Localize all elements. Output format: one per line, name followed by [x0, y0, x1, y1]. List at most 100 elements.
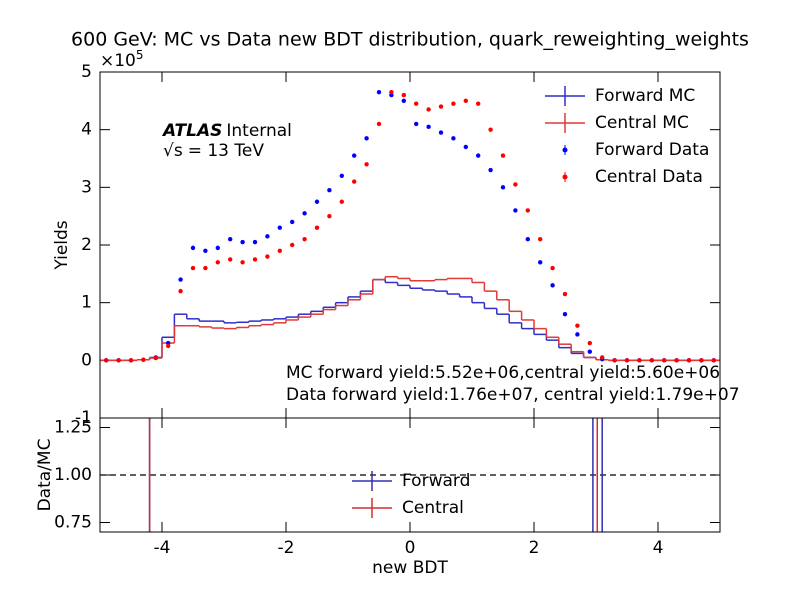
y-tick-label: 4	[81, 120, 92, 140]
x-tick-label: 4	[653, 538, 664, 558]
data-point	[290, 219, 295, 225]
legend-label: Forward MC	[595, 86, 695, 106]
data-point	[277, 248, 282, 253]
y-tick-label: 2	[81, 235, 92, 255]
data-point	[265, 234, 270, 239]
data-point	[215, 245, 220, 251]
data-point	[451, 136, 456, 141]
data-point	[327, 213, 332, 219]
data-point	[513, 182, 518, 187]
data-point	[265, 254, 270, 259]
data-point	[476, 101, 481, 106]
data-point	[252, 239, 258, 245]
data-point	[401, 92, 406, 98]
energy-label: √s = 13 TeV	[163, 141, 264, 161]
data-point	[364, 162, 369, 167]
data-point	[190, 245, 196, 251]
energy-text: = 13 TeV	[188, 141, 265, 161]
y-axis-label: Yields	[52, 220, 72, 270]
data-point	[500, 153, 506, 158]
data-point	[339, 173, 344, 178]
legend-label: Forward Data	[595, 140, 709, 160]
data-point	[215, 260, 220, 265]
chart-title: 600 GeV: MC vs Data new BDT distribution…	[71, 29, 749, 51]
data-point	[352, 179, 357, 184]
data-point	[438, 104, 444, 109]
data-point	[203, 265, 208, 271]
legend-label: Central Data	[595, 167, 703, 187]
data-point	[252, 257, 258, 262]
x-tick-label: -4	[154, 538, 171, 558]
data-point	[352, 153, 357, 158]
y-tick-label: -1	[75, 408, 92, 428]
data-point	[587, 340, 592, 346]
data-point	[376, 121, 382, 127]
data-point	[538, 260, 543, 265]
data-point	[389, 89, 394, 95]
data-point	[414, 101, 419, 106]
data-point	[426, 124, 431, 129]
y-tick-label: 1.00	[54, 465, 92, 485]
data-point	[104, 358, 109, 363]
data-point	[562, 291, 568, 297]
data-point	[500, 185, 506, 190]
data-point	[550, 265, 555, 271]
data-point	[364, 136, 369, 141]
data-point	[376, 89, 382, 95]
data-point	[302, 211, 307, 216]
data-point	[624, 358, 630, 363]
y-tick-label: 1	[81, 293, 92, 313]
data-point	[575, 323, 580, 328]
data-point	[612, 358, 617, 363]
data-point	[228, 257, 233, 262]
atlas-label: ATLAS Internal	[161, 121, 292, 141]
data-point	[401, 98, 406, 104]
data-point	[166, 343, 171, 349]
data-point	[314, 199, 320, 204]
data-point	[587, 349, 592, 354]
data-point	[637, 358, 642, 363]
y-axis-label: Data/MC	[35, 439, 55, 512]
legend-label: Central	[402, 498, 464, 518]
data-point	[476, 153, 481, 158]
x-tick-label: -2	[278, 538, 295, 558]
data-point	[128, 358, 134, 363]
data-point	[414, 121, 419, 127]
legend-label: Central MC	[595, 113, 689, 133]
data-point	[538, 237, 543, 242]
data-point	[116, 358, 121, 363]
y-tick-label: 0	[81, 350, 92, 370]
data-point	[178, 277, 183, 282]
data-point	[649, 358, 654, 363]
legend-marker	[562, 147, 568, 153]
offset-exponent: 5	[136, 48, 144, 62]
offset-text: ×105	[100, 48, 144, 72]
energy-root: √s	[163, 141, 183, 161]
data-point	[600, 355, 605, 360]
data-point	[240, 239, 245, 245]
data-point	[153, 355, 158, 361]
data-point	[228, 237, 233, 242]
y-tick-label: 5	[81, 62, 92, 82]
axes-frame	[99, 417, 721, 533]
x-tick-label: 0	[405, 538, 416, 558]
legend-marker	[562, 174, 568, 180]
data-point	[513, 208, 518, 213]
data-point	[550, 283, 555, 288]
data-point	[525, 237, 530, 242]
data-point	[314, 225, 320, 230]
data-point	[699, 358, 704, 363]
legend-label: Forward	[402, 471, 470, 491]
data-point	[711, 358, 716, 363]
data-point	[686, 358, 692, 363]
data-point	[674, 358, 679, 363]
data-point	[190, 265, 196, 271]
data-point	[240, 260, 245, 265]
y-tick-label: 3	[81, 177, 92, 197]
data-point	[463, 144, 468, 150]
y-tick-label: 0.75	[54, 513, 92, 533]
annotation: MC forward yield:5.52e+06,central yield:…	[286, 363, 720, 383]
data-point	[302, 237, 307, 242]
